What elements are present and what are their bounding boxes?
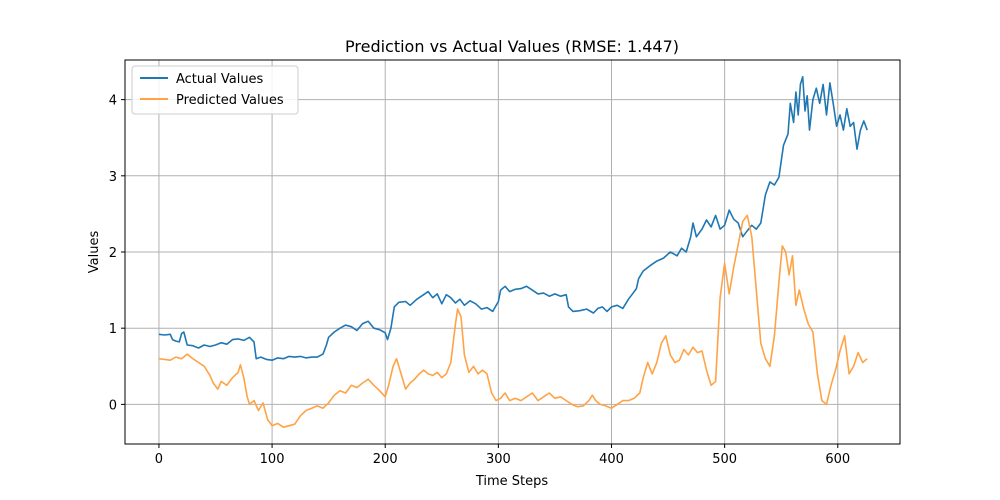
x-tick-label: 400 — [599, 452, 624, 467]
x-tick-label: 600 — [825, 452, 850, 467]
legend-label-actual: Actual Values — [176, 72, 264, 87]
actual-values-line — [158, 76, 868, 361]
legend: Actual Values Predicted Values — [131, 65, 299, 115]
grid-lines — [125, 60, 900, 444]
y-tick-label: 2 — [109, 246, 117, 261]
x-tick-label: 500 — [712, 452, 737, 467]
legend-box — [131, 65, 299, 115]
y-tick-label: 4 — [109, 94, 117, 109]
x-axis-ticks: 0 100 200 300 400 500 600 — [155, 444, 850, 467]
y-tick-label: 3 — [109, 170, 117, 185]
x-tick-label: 300 — [486, 452, 511, 467]
y-axis-ticks: 0 1 2 3 4 — [109, 94, 125, 413]
y-tick-label: 0 — [109, 398, 117, 413]
y-tick-label: 1 — [109, 322, 117, 337]
x-axis-label: Time Steps — [475, 474, 549, 489]
x-tick-label: 0 — [155, 452, 163, 467]
series-layer — [158, 76, 868, 428]
x-tick-label: 200 — [373, 452, 398, 467]
predicted-values-line — [158, 214, 868, 428]
y-axis-label: Values — [87, 231, 102, 274]
x-tick-label: 100 — [260, 452, 285, 467]
chart-title: Prediction vs Actual Values (RMSE: 1.447… — [345, 37, 679, 56]
legend-label-predicted: Predicted Values — [176, 93, 284, 108]
